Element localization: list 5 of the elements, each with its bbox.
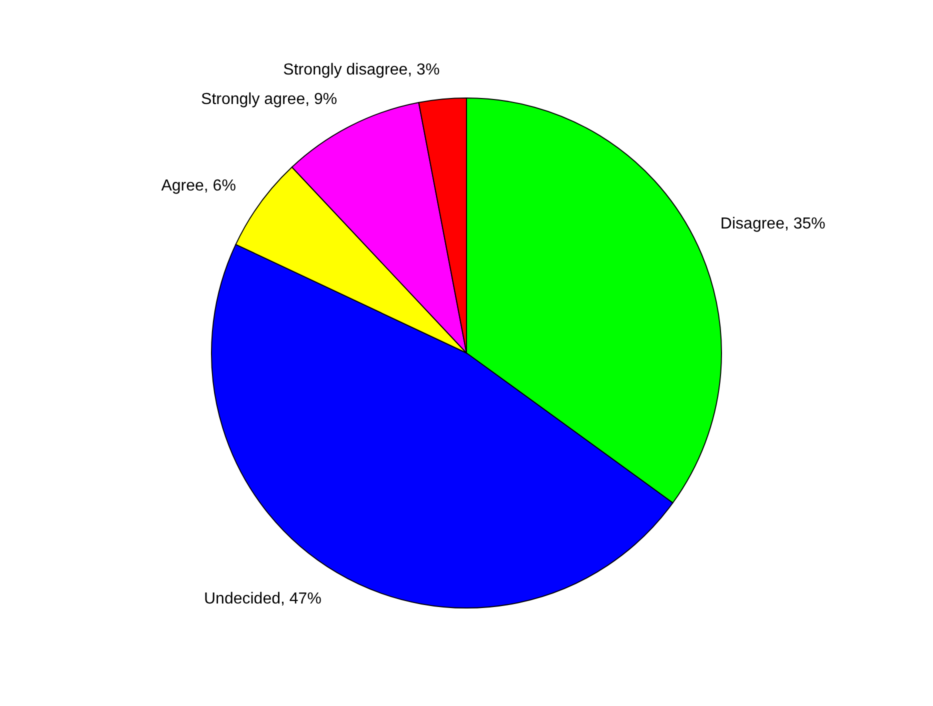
slice-label: Strongly agree, 9% (201, 91, 338, 108)
slice-label: Undecided, 47% (204, 590, 322, 608)
slice-label: Strongly disagree, 3% (283, 61, 440, 78)
slice-label: Agree, 6% (161, 177, 236, 194)
slice-label: Disagree, 35% (720, 216, 826, 233)
